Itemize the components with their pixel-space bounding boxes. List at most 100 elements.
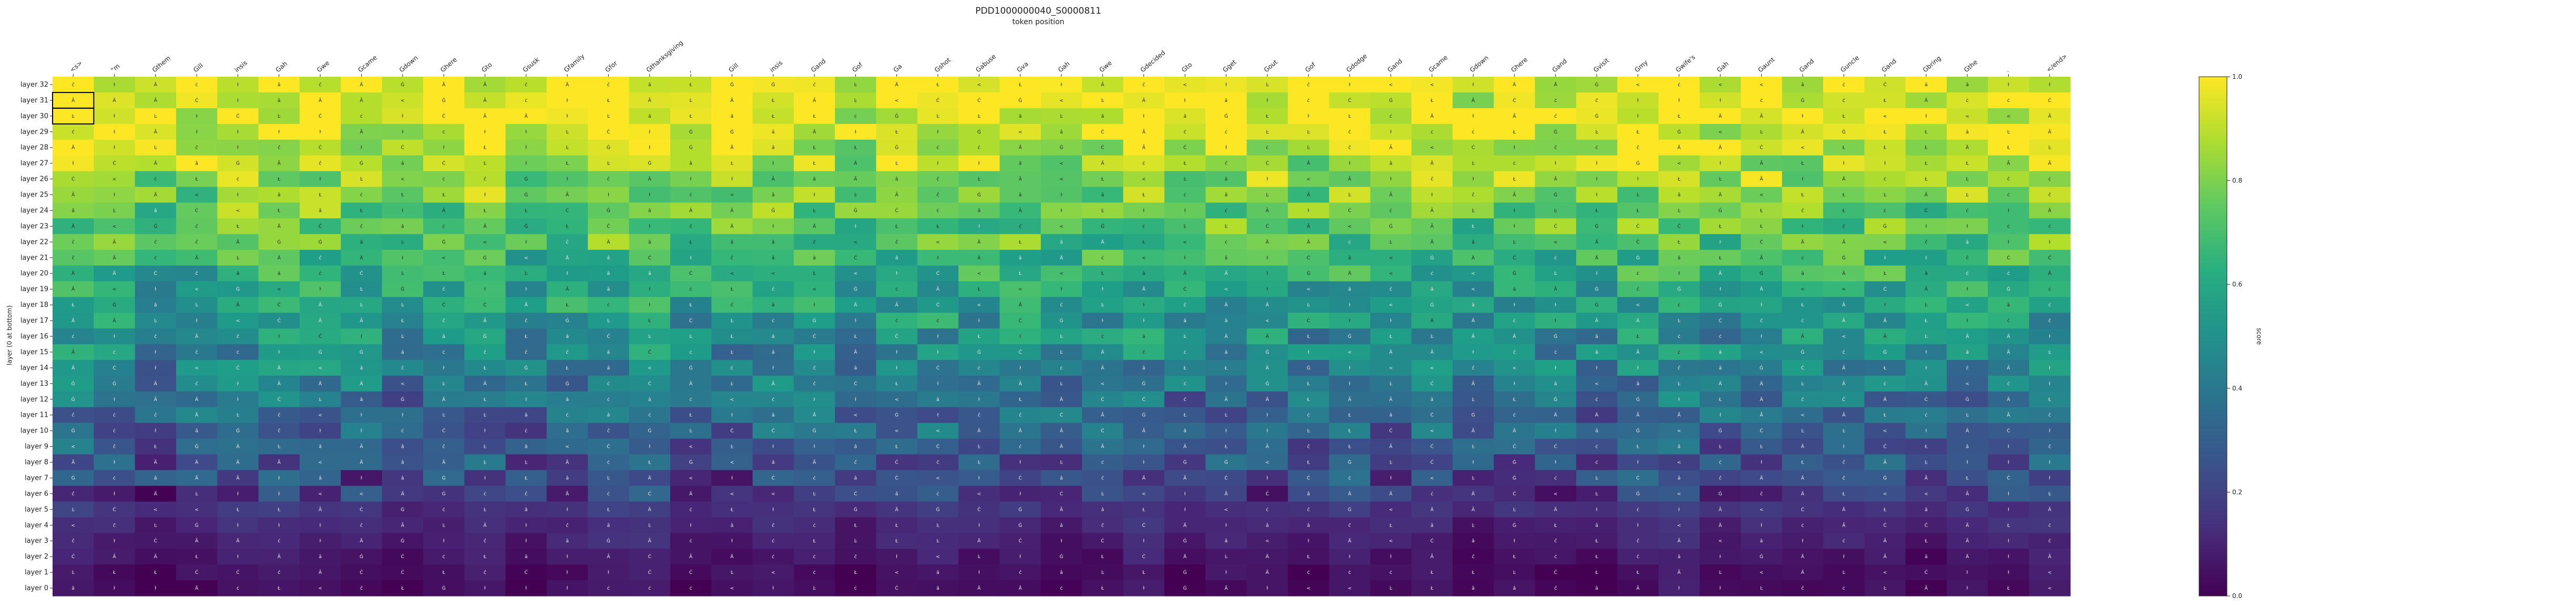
cell-label: Ä	[1719, 192, 1722, 198]
cell-label: ŀ	[772, 586, 774, 591]
heatmap-cell	[1864, 454, 1906, 471]
cell-label: ŀ	[2049, 334, 2050, 339]
cell-label: Ã	[1389, 444, 1393, 450]
cell-label: ŀ	[114, 334, 115, 339]
heatmap-cell	[1823, 77, 1865, 93]
cell-label: <	[71, 523, 75, 528]
cell-label: Ŀ	[237, 255, 239, 261]
cell-label: ł	[1349, 366, 1351, 371]
heatmap-cell	[176, 297, 218, 313]
cell-label: â	[195, 161, 198, 167]
heatmap-cell	[423, 486, 465, 502]
heatmap-cell	[1700, 313, 1741, 329]
heatmap-cell	[1040, 171, 1082, 188]
heatmap-cell	[1576, 250, 1618, 266]
cell-label: ł	[731, 177, 733, 182]
colorbar-tick-label: 0.4	[2232, 385, 2242, 392]
heatmap-cell	[1205, 155, 1248, 172]
heatmap-cell	[752, 281, 794, 297]
cell-label: Ł	[2007, 523, 2010, 528]
cell-label: â	[1430, 287, 1434, 292]
heatmap-cell	[1617, 391, 1659, 408]
cell-label: Ċ	[2048, 255, 2051, 261]
cell-label: Ã	[854, 177, 857, 182]
cell-label: Ã	[1760, 177, 1763, 182]
heatmap-cell	[258, 265, 300, 282]
heatmap-cell	[752, 155, 794, 172]
heatmap-cell	[1947, 344, 1988, 361]
cell-label: ŀ	[1473, 350, 1474, 355]
cell-label: â	[648, 114, 651, 119]
cell-label: ŀ	[1060, 193, 1062, 198]
cell-label: Ä	[360, 460, 363, 466]
cell-label: â	[772, 303, 775, 308]
x-tick-label: Gdown	[398, 54, 420, 74]
heatmap-cell	[258, 533, 300, 549]
cell-label: <	[277, 287, 281, 292]
cell-label: ł	[567, 554, 568, 560]
heatmap-cell	[1082, 438, 1124, 455]
cell-label: ł	[567, 507, 568, 512]
cell-label: <	[1677, 161, 1681, 167]
cell-label: Ł	[566, 366, 569, 371]
cell-label: Ċ	[1430, 460, 1434, 466]
cell-label: Ġ	[1883, 223, 1887, 229]
cell-label: Ä	[1183, 522, 1187, 528]
heatmap-cell	[1658, 108, 1700, 125]
heatmap-cell	[999, 423, 1041, 439]
heatmap-cell	[1287, 501, 1330, 518]
heatmap-cell	[176, 486, 218, 502]
heatmap-cell	[1040, 108, 1082, 125]
cell-label: ŀ	[1184, 255, 1185, 261]
heatmap-cell	[1782, 297, 1824, 313]
heatmap-cell	[752, 202, 794, 219]
heatmap-cell	[917, 281, 959, 297]
heatmap-cell	[793, 438, 835, 455]
heatmap-cell	[1246, 344, 1289, 361]
heatmap-cell	[1411, 533, 1453, 549]
cell-label: ĉ	[2048, 413, 2051, 418]
heatmap-cell	[876, 77, 918, 93]
heatmap-cell	[1205, 92, 1248, 109]
heatmap-cell	[835, 454, 877, 471]
heatmap-cell	[711, 187, 753, 203]
cell-label: Ċ	[1636, 239, 1639, 245]
cell-label: Ġ	[401, 538, 404, 544]
heatmap-cell	[1741, 171, 1783, 188]
heatmap-cell	[1864, 297, 1906, 313]
heatmap-cell	[711, 218, 753, 234]
cell-label: ċ	[1843, 586, 1845, 591]
heatmap-cell	[1411, 407, 1453, 424]
cell-label: ŀ	[1060, 208, 1062, 213]
heatmap-cell	[1082, 124, 1124, 140]
cell-label: Ä	[1142, 475, 1146, 481]
heatmap-cell	[1535, 92, 1577, 109]
cell-label: Ã	[1019, 381, 1023, 387]
heatmap-cell	[711, 281, 753, 297]
heatmap-cell	[670, 234, 712, 250]
heatmap-cell	[1658, 265, 1700, 282]
heatmap-cell	[423, 171, 465, 188]
cell-label: Ã	[1842, 365, 1846, 371]
cell-label: ł	[114, 130, 115, 135]
cell-label: ĉ	[113, 444, 116, 450]
cell-label: ł	[937, 334, 939, 339]
cell-label: Ä	[71, 223, 75, 229]
cell-label: Ċ	[1760, 428, 1763, 434]
cell-label: â	[1595, 586, 1598, 591]
cell-label: Ŀ	[1678, 208, 1680, 213]
cell-label: Ł	[1883, 271, 1887, 276]
cell-label: ł	[1926, 224, 1927, 229]
cell-label: <	[401, 382, 405, 387]
heatmap-cell	[670, 250, 712, 266]
heatmap-cell	[711, 202, 753, 219]
heatmap-cell	[1329, 549, 1371, 565]
cell-label: ł	[1308, 539, 1310, 544]
heatmap-cell	[135, 391, 177, 408]
heatmap-cell	[1329, 92, 1371, 109]
cell-label: Ċ	[1925, 208, 1928, 213]
cell-label: ŀ	[402, 413, 403, 418]
cell-label: ċ	[937, 318, 939, 324]
cell-label: Ŀ	[1225, 224, 1228, 229]
heatmap-cell	[1617, 328, 1659, 345]
